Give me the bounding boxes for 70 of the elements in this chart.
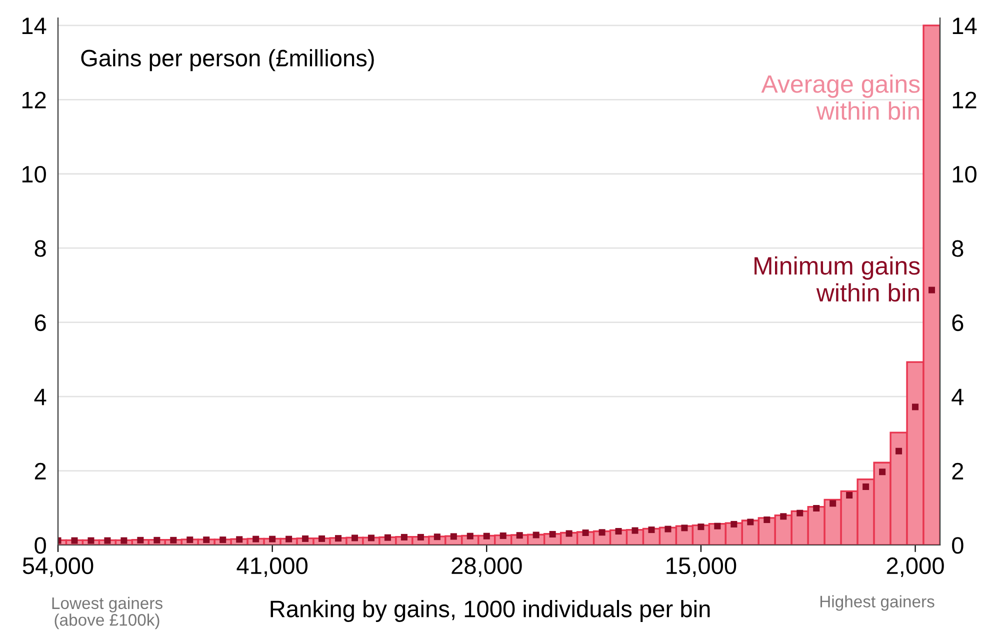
text: Highest gainers: [820, 595, 934, 611]
point: [500, 532, 506, 539]
point: [764, 516, 770, 524]
point: [896, 448, 902, 454]
y2-tick-label: 8: [952, 240, 964, 257]
y-tick-label: 2: [34, 462, 46, 480]
x-axis-title: Ranking by gains, 1000 individuals per bin: [270, 600, 710, 622]
point: [846, 492, 853, 499]
point: [566, 530, 572, 537]
point: [615, 528, 622, 535]
y-axis-title: Gains per person (£millions): [81, 49, 374, 72]
point: [318, 535, 326, 542]
point: [532, 532, 540, 538]
y-tick-label: 8: [34, 240, 46, 257]
point: [780, 513, 787, 520]
series-label: Minimum gains within bin: [754, 256, 920, 302]
point: [912, 404, 919, 410]
y2-tick-label: 12: [952, 92, 976, 108]
point: [137, 536, 144, 544]
point: [879, 468, 886, 476]
point: [928, 286, 936, 294]
point: [648, 526, 655, 534]
series-label: Average gains within bin: [761, 74, 920, 120]
point: [549, 530, 556, 538]
point: [730, 520, 738, 528]
point: [186, 536, 194, 544]
x-tick-label: 28,000: [452, 557, 522, 577]
point: [236, 536, 243, 543]
point: [88, 537, 94, 544]
x-tick-label: 41,000: [236, 557, 308, 577]
point: [813, 505, 820, 512]
point: [664, 526, 672, 532]
point: [154, 536, 160, 544]
x-tick-label: 2,000: [886, 557, 944, 577]
point: [582, 529, 589, 536]
point: [252, 536, 260, 542]
point: [104, 537, 111, 544]
y-tick-label: 0: [34, 537, 46, 554]
y-tick-label: 10: [22, 166, 46, 183]
point: [747, 518, 754, 526]
y-tick-label: 14: [22, 18, 46, 34]
point: [632, 527, 638, 534]
y2-tick-label: 14: [952, 18, 977, 34]
point: [681, 524, 688, 532]
point: [516, 532, 523, 539]
point: [830, 500, 836, 507]
point: [598, 529, 606, 536]
point: [170, 536, 177, 544]
y2-tick-label: 4: [952, 388, 964, 406]
point: [286, 536, 292, 542]
point: [714, 522, 721, 530]
y2-tick-label: 10: [952, 166, 976, 183]
point: [120, 537, 128, 544]
point: [71, 537, 78, 544]
point: [698, 524, 704, 530]
x-tick-label: 54,000: [22, 557, 94, 577]
point: [302, 535, 309, 542]
y2-tick-label: 0: [952, 537, 964, 554]
text: Lowest gainers (above £100k): [52, 596, 162, 630]
y-tick-label: 6: [34, 314, 46, 332]
point: [220, 536, 226, 544]
y-tick-label: 4: [34, 388, 46, 406]
point: [796, 510, 804, 516]
point: [203, 536, 210, 544]
y2-tick-label: 6: [952, 314, 964, 332]
point: [269, 536, 276, 542]
point: [862, 483, 870, 490]
y-tick-label: 12: [22, 92, 46, 108]
y2-tick-label: 2: [952, 462, 964, 480]
x-tick-label: 15,000: [666, 557, 736, 577]
